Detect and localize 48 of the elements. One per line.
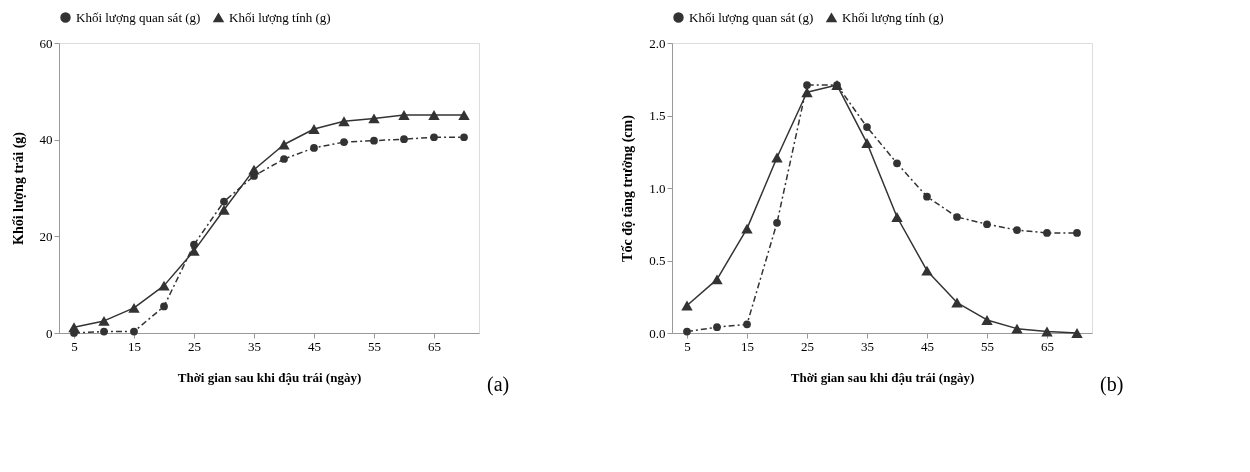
point [743,320,751,329]
x-tick-label: 45 [308,338,321,354]
y-tick-label: 1.0 [649,180,666,196]
point [1043,229,1051,237]
x-tick-label: 5 [71,338,78,354]
point [863,123,871,131]
point [280,155,288,163]
legend-label: Khối lượng quan sát (g) [76,9,201,25]
point [430,133,438,142]
text: (b) [1100,373,1124,396]
legend-label: Khối lượng tính (g) [229,9,331,25]
legend-label: Khối lượng quan sát (g) [689,9,814,25]
x-axis-title: Thời gian sau khi đậu trái (ngày) [177,369,362,385]
x-tick-label: 55 [981,338,994,354]
y-tick-label: 40 [39,132,53,148]
y-tick-label: 0.5 [649,253,666,268]
y-tick-label: 2.0 [649,35,666,51]
point [340,138,348,146]
x-tick-label: 5 [684,338,691,354]
y-tick-label: 20 [39,228,53,244]
x-tick-label: 55 [368,338,381,354]
y-axis-title: Khối lượng trái (g) [10,131,27,245]
x-axis-title: Thời gian sau khi đậu trái (ngày) [790,369,975,385]
x-tick-label: 65 [1041,338,1054,354]
point [1073,229,1081,237]
text: (a) [487,373,510,396]
y-tick-label: 0 [46,325,53,341]
x-tick-label: 25 [801,338,814,354]
x-tick-label: 15 [741,338,754,354]
x-tick-label: 65 [428,338,441,354]
point [220,197,228,206]
x-tick-label: 35 [248,338,261,354]
x-tick-label: 15 [128,338,141,354]
point [1013,226,1021,234]
y-tick-label: 1.5 [649,108,666,123]
point [1011,323,1023,334]
point [400,135,408,144]
y-tick-label: 60 [39,35,53,51]
point [370,136,378,145]
point [953,213,961,221]
point [460,133,468,142]
x-tick-label: 35 [861,338,874,354]
y-tick-label: 0.0 [649,325,666,341]
y-axis-title: Tốc độ tăng trưởng (cm) [620,114,637,262]
point [773,218,781,227]
legend-label: Khối lượng tính (g) [842,9,944,25]
x-tick-label: 25 [188,338,201,354]
x-tick-label: 45 [921,338,934,354]
